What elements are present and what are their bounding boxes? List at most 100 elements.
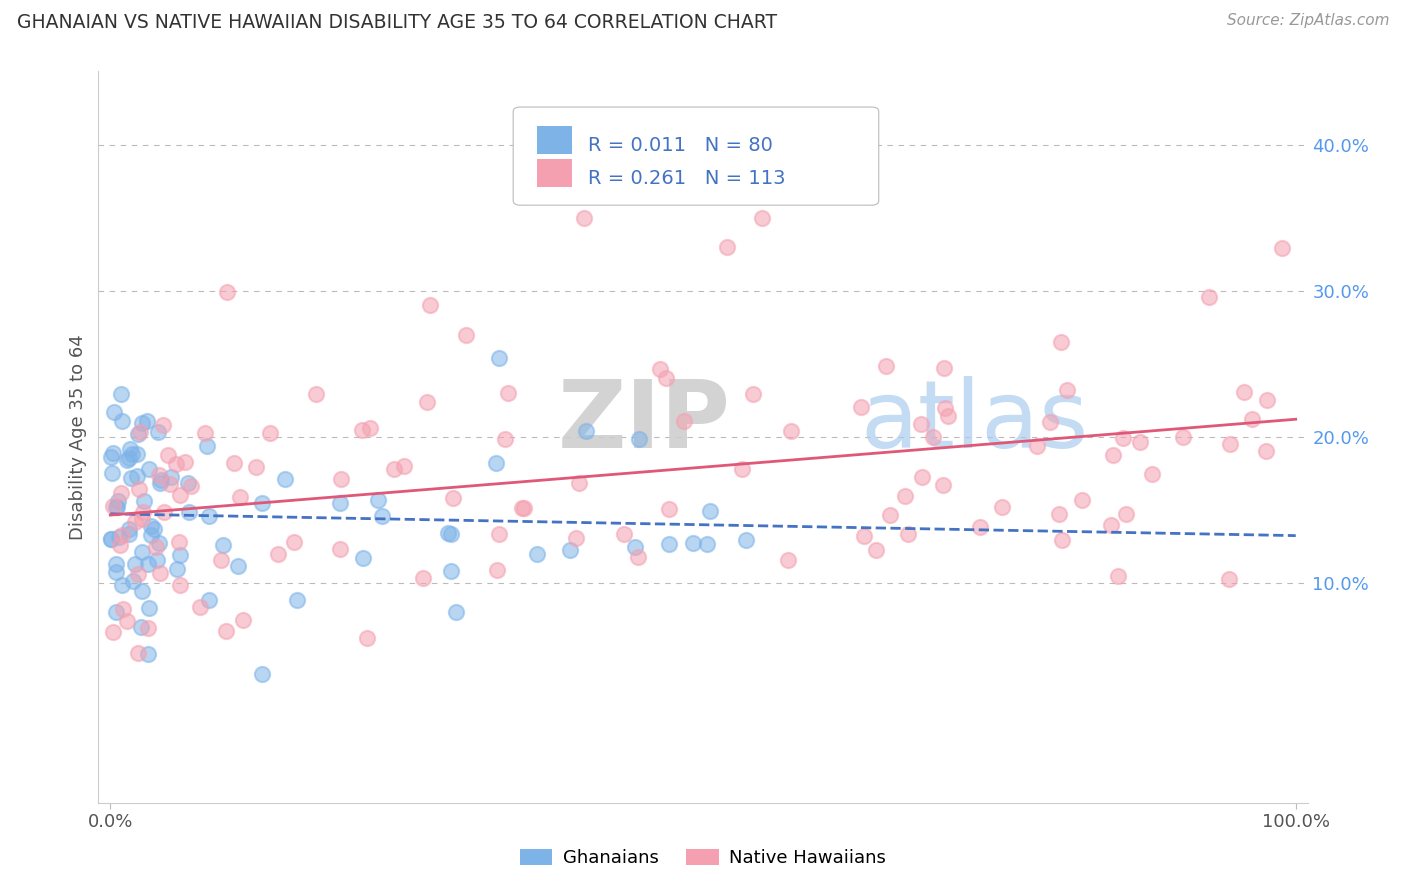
Point bbox=[897, 527, 920, 541]
Point bbox=[1256, 444, 1278, 458]
Point bbox=[558, 543, 581, 558]
Point bbox=[121, 447, 143, 461]
Point bbox=[1112, 431, 1135, 445]
Point bbox=[879, 508, 901, 522]
Point bbox=[696, 537, 718, 551]
Point bbox=[1233, 385, 1256, 400]
Point bbox=[1271, 241, 1294, 255]
Point bbox=[1219, 437, 1241, 451]
Point bbox=[526, 547, 548, 561]
Point bbox=[627, 432, 650, 446]
Point bbox=[138, 647, 160, 661]
Point bbox=[367, 492, 389, 507]
Point bbox=[1171, 430, 1194, 444]
Point bbox=[780, 424, 803, 438]
Point bbox=[936, 409, 959, 423]
Point bbox=[1115, 507, 1137, 521]
Point bbox=[485, 563, 508, 577]
Point bbox=[440, 527, 463, 541]
Point bbox=[245, 459, 267, 474]
Point bbox=[1198, 290, 1220, 304]
Point bbox=[103, 446, 125, 460]
Point bbox=[132, 493, 155, 508]
Text: ZIP: ZIP bbox=[558, 376, 731, 468]
Point bbox=[145, 540, 167, 554]
Point bbox=[110, 414, 132, 428]
Point bbox=[568, 476, 591, 491]
Point bbox=[148, 535, 170, 549]
Point bbox=[105, 500, 128, 515]
Point bbox=[274, 472, 297, 486]
Point bbox=[655, 371, 678, 385]
Point bbox=[1218, 572, 1240, 586]
Point bbox=[177, 475, 200, 490]
Point bbox=[575, 424, 598, 438]
Point bbox=[105, 500, 128, 514]
Point bbox=[127, 446, 149, 460]
Point bbox=[188, 600, 211, 615]
Point bbox=[136, 621, 159, 635]
Point bbox=[139, 518, 162, 533]
Point bbox=[394, 458, 416, 473]
Point bbox=[441, 491, 464, 506]
Point bbox=[1140, 467, 1163, 481]
Point bbox=[1056, 383, 1078, 397]
Point bbox=[776, 552, 799, 566]
Point bbox=[1256, 393, 1278, 408]
Point bbox=[141, 527, 163, 541]
Point bbox=[215, 285, 238, 300]
Point bbox=[266, 547, 288, 561]
Point bbox=[129, 620, 152, 634]
Point bbox=[131, 583, 153, 598]
Point bbox=[658, 537, 681, 551]
Point bbox=[1099, 518, 1122, 533]
Point bbox=[650, 362, 672, 376]
Point bbox=[160, 469, 183, 483]
Point bbox=[212, 538, 235, 552]
Point bbox=[108, 538, 131, 552]
Point bbox=[1071, 492, 1094, 507]
Point bbox=[1240, 411, 1263, 425]
Point bbox=[105, 565, 128, 579]
Point bbox=[157, 449, 180, 463]
Point bbox=[209, 553, 232, 567]
Point bbox=[121, 574, 143, 588]
Point bbox=[329, 496, 352, 510]
Point bbox=[104, 557, 127, 571]
Point bbox=[111, 527, 134, 541]
Point bbox=[131, 417, 153, 431]
Point bbox=[146, 425, 169, 440]
Text: GHANAIAN VS NATIVE HAWAIIAN DISABILITY AGE 35 TO 64 CORRELATION CHART: GHANAIAN VS NATIVE HAWAIIAN DISABILITY A… bbox=[17, 13, 778, 32]
Point bbox=[1107, 569, 1129, 583]
Point bbox=[131, 512, 153, 526]
Point bbox=[138, 600, 160, 615]
Point bbox=[111, 577, 134, 591]
Point bbox=[512, 500, 534, 515]
Point bbox=[496, 385, 519, 400]
Text: R = 0.011   N = 80: R = 0.011 N = 80 bbox=[588, 136, 772, 155]
Point bbox=[893, 489, 915, 503]
Point bbox=[148, 467, 170, 482]
Point bbox=[232, 614, 254, 628]
Point bbox=[699, 503, 721, 517]
Point bbox=[100, 532, 122, 546]
Point bbox=[177, 505, 200, 519]
Point bbox=[169, 535, 191, 549]
Point bbox=[118, 527, 141, 541]
Point bbox=[329, 472, 352, 486]
Point bbox=[1050, 335, 1073, 350]
Point bbox=[229, 490, 252, 504]
Point bbox=[103, 405, 125, 419]
Point bbox=[1039, 415, 1062, 429]
Point bbox=[152, 418, 174, 433]
Point bbox=[510, 501, 533, 516]
Point bbox=[149, 474, 172, 488]
Point bbox=[283, 534, 305, 549]
Point bbox=[623, 540, 645, 554]
Point bbox=[135, 414, 157, 428]
Point bbox=[153, 506, 176, 520]
Point bbox=[180, 478, 202, 492]
Point bbox=[198, 592, 221, 607]
Point bbox=[627, 550, 650, 565]
Point bbox=[359, 421, 381, 435]
